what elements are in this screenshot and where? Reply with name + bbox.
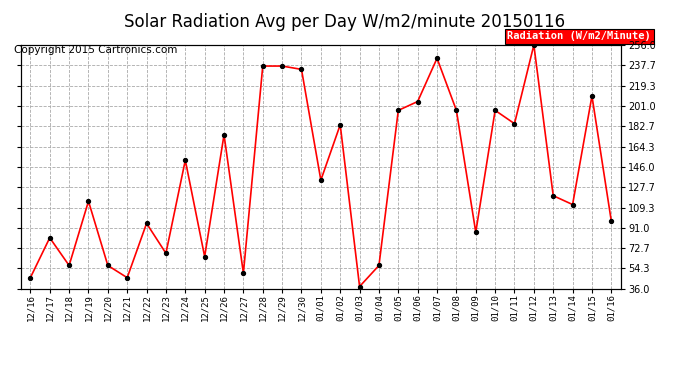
Point: [315, 177, 326, 183]
Point: [180, 157, 191, 163]
Point: [451, 107, 462, 113]
Point: [296, 66, 307, 72]
Point: [25, 274, 36, 280]
Point: [102, 262, 113, 268]
Point: [393, 107, 404, 113]
Point: [529, 42, 540, 48]
Text: Radiation (W/m2/Minute): Radiation (W/m2/Minute): [507, 32, 651, 41]
Point: [354, 284, 365, 290]
Point: [471, 229, 482, 235]
Point: [141, 220, 152, 226]
Point: [44, 235, 55, 241]
Text: Solar Radiation Avg per Day W/m2/minute 20150116: Solar Radiation Avg per Day W/m2/minute …: [124, 13, 566, 31]
Point: [335, 122, 346, 128]
Point: [567, 201, 578, 207]
Point: [219, 132, 230, 138]
Point: [412, 99, 423, 105]
Text: Copyright 2015 Cartronics.com: Copyright 2015 Cartronics.com: [14, 45, 177, 55]
Point: [490, 107, 501, 113]
Point: [121, 274, 132, 280]
Point: [83, 198, 94, 204]
Point: [63, 262, 75, 268]
Point: [606, 218, 617, 224]
Point: [509, 121, 520, 127]
Point: [199, 254, 210, 260]
Point: [548, 193, 559, 199]
Point: [431, 55, 442, 61]
Point: [238, 270, 249, 276]
Point: [373, 262, 384, 268]
Point: [277, 63, 288, 69]
Point: [160, 250, 171, 256]
Point: [586, 93, 598, 99]
Point: [257, 63, 268, 69]
